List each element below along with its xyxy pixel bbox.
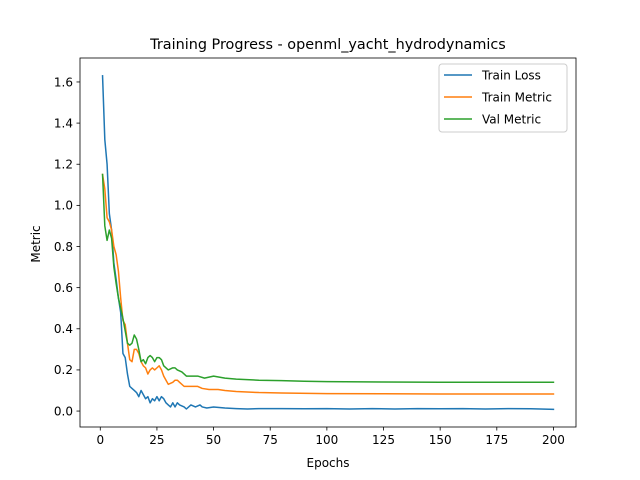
x-tick-label: 150 — [429, 433, 452, 447]
y-axis-ticks: 0.0 0.2 0.4 0.6 0.8 1.0 1.2 1.4 1.6 — [54, 75, 80, 418]
x-tick-label: 0 — [96, 433, 104, 447]
legend-label-train-loss: Train Loss — [481, 68, 541, 82]
y-tick-label: 0.4 — [54, 322, 73, 336]
legend: Train Loss Train Metric Val Metric — [438, 63, 568, 133]
y-tick-label: 0.8 — [54, 240, 73, 254]
x-tick-label: 175 — [485, 433, 508, 447]
x-axis-ticks: 0 25 50 75 100 125 150 175 200 — [96, 427, 565, 447]
y-tick-label: 1.6 — [54, 75, 73, 89]
x-tick-label: 100 — [315, 433, 338, 447]
y-tick-label: 0.0 — [54, 404, 73, 418]
series-line-train-loss — [101, 75, 555, 411]
legend-label-val-metric: Val Metric — [482, 112, 541, 126]
plot-frame — [79, 57, 577, 428]
x-tick-label: 75 — [263, 433, 278, 447]
x-axis-label: Epochs — [307, 456, 350, 470]
y-tick-label: 1.0 — [54, 199, 73, 213]
legend-box — [438, 63, 568, 133]
x-tick-label: 50 — [206, 433, 221, 447]
y-tick-label: 1.4 — [54, 116, 73, 130]
x-tick-label: 25 — [149, 433, 164, 447]
x-tick-label: 200 — [542, 433, 565, 447]
plot-lines — [101, 75, 555, 411]
y-tick-label: 0.2 — [54, 363, 73, 377]
chart-title: Training Progress - openml_yacht_hydrody… — [149, 37, 506, 53]
y-tick-label: 1.2 — [54, 158, 73, 172]
y-axis-label: Metric — [29, 225, 43, 262]
legend-label-train-metric: Train Metric — [481, 90, 552, 104]
y-tick-label: 0.6 — [54, 281, 73, 295]
x-tick-label: 125 — [372, 433, 395, 447]
series-line-val-metric — [101, 173, 555, 384]
series-line-train-metric — [101, 173, 555, 395]
legend-items: Train Loss Train Metric Val Metric — [444, 68, 552, 126]
